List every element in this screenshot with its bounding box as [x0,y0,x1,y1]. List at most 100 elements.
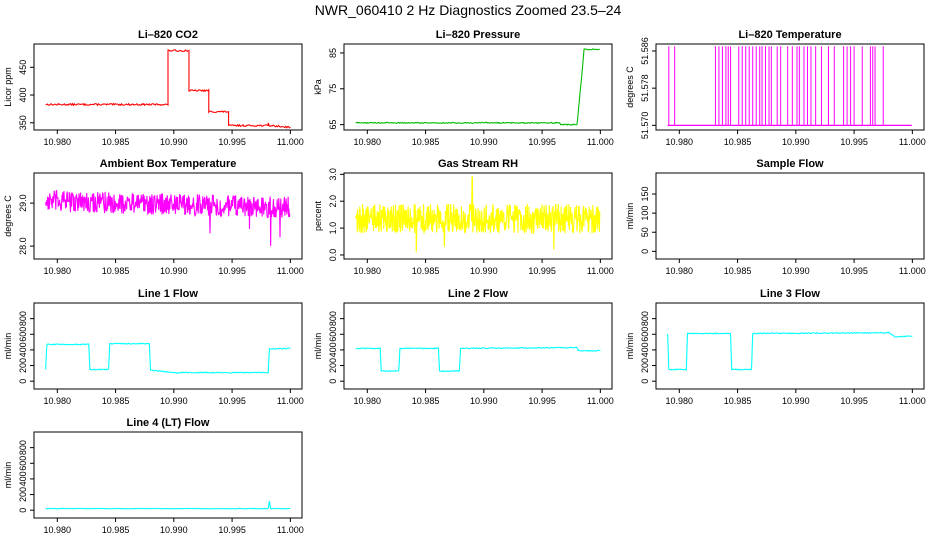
x-tick-label: 10.980 [666,396,694,406]
data-line [667,331,913,371]
x-tick-label: 10.980 [354,396,382,406]
x-tick-label: 10.995 [528,137,556,147]
x-tick-label: 10.990 [782,266,810,276]
x-tick-label: 10.985 [102,396,130,406]
plot-frame [33,172,303,260]
x-tick-label: 10.980 [44,396,72,406]
x-tick-label: 10.985 [102,137,130,147]
x-tick-label: 10.990 [160,137,188,147]
x-tick-label: 10.995 [840,396,868,406]
y-tick-label: 800 [328,311,338,326]
chart-line4: Line 4 (LT) Flow 10.980 10.985 10.990 10.995… [3,417,304,535]
y-axis-label: ml/min [625,203,635,230]
x-tick-label: 10.995 [218,266,246,276]
data-line [45,49,291,129]
y-tick-label: 200 [18,358,28,373]
plot-frame [343,43,613,131]
y-tick-label: 0 [18,508,28,513]
x-tick-label: 10.980 [44,266,72,276]
chart-title: Line 1 Flow [138,288,198,300]
x-tick-label: 11.000 [277,525,304,535]
x-tick-label: 11.000 [899,396,926,406]
y-axis-label: ml/min [625,333,635,360]
x-tick-label: 10.980 [354,266,382,276]
plot-frame [343,302,613,390]
x-tick-label: 10.980 [666,137,694,147]
y-axis-label: degrees C [3,195,13,237]
y-axis-label: percent [313,200,323,231]
y-tick-label: 0 [18,379,28,384]
chart-line3: Line 3 Flow 10.980 10.985 10.990 10.995 11.00… [625,288,926,406]
x-tick-label: 11.000 [277,266,304,276]
y-tick-label: 85 [328,48,338,58]
x-tick-label: 10.995 [218,525,246,535]
x-tick-label: 11.000 [587,137,614,147]
data-line [45,190,291,247]
plot-frame [33,431,303,519]
y-tick-label: 51.570 [640,112,650,140]
chart-pressure: Li–820 Pressure 10.980 10.985 10.990 10.995 1… [313,29,614,147]
y-tick-label: 400 [328,342,338,357]
x-tick-label: 10.990 [470,396,498,406]
y-tick-label: 350 [18,115,28,130]
x-tick-label: 10.995 [218,137,246,147]
x-tick-label: 10.990 [782,396,810,406]
chart-title: Li–820 Pressure [436,29,520,41]
x-tick-label: 10.980 [44,137,72,147]
y-tick-label: 400 [18,471,28,486]
chart-line1: Line 1 Flow 10.980 10.985 10.990 10.995 11.00… [3,288,304,406]
chart-co2: Li–820 CO2 10.980 10.985 10.990 10.995 11.000… [3,29,304,147]
chart-sample_flow: Sample Flow 10.980 10.985 10.990 10.995 11.00… [625,158,926,276]
y-tick-label: 51.586 [640,37,650,65]
plot-frame [655,302,925,390]
y-tick-label: 600 [328,327,338,342]
data-line [355,346,601,373]
x-tick-label: 11.000 [277,396,304,406]
y-tick-label: 400 [640,342,650,357]
y-tick-label: 0 [328,379,338,384]
x-tick-label: 10.985 [102,266,130,276]
x-tick-label: 10.995 [840,137,868,147]
y-tick-label: 51.578 [640,74,650,102]
y-axis-label: degrees C [625,66,635,108]
y-tick-label: 200 [328,358,338,373]
x-tick-label: 10.985 [412,137,440,147]
x-tick-label: 10.990 [160,266,188,276]
chart-temperature: Li–820 Temperature 10.980 10.985 10.990 10.9… [625,29,926,147]
x-tick-label: 11.000 [899,137,926,147]
x-tick-label: 10.990 [160,396,188,406]
x-tick-label: 10.990 [470,137,498,147]
chart-title: Line 3 Flow [760,288,820,300]
y-tick-label: 28.0 [18,237,28,255]
x-tick-label: 10.985 [724,137,752,147]
x-tick-label: 10.990 [782,137,810,147]
x-tick-label: 10.995 [218,396,246,406]
x-tick-label: 10.980 [44,525,72,535]
y-tick-label: 0 [640,249,650,254]
y-tick-label: 1.0 [328,222,338,235]
data-line [45,342,291,374]
x-tick-label: 10.980 [354,137,382,147]
y-tick-label: 200 [18,487,28,502]
chart-box_temp: Ambient Box Temperature 10.980 10.985 10.99… [3,158,304,276]
y-axis-label: ml/min [313,333,323,360]
x-tick-label: 10.995 [840,266,868,276]
data-line [355,48,600,126]
chart-title: Li–820 Temperature [738,29,841,41]
x-tick-label: 10.990 [160,525,188,535]
x-tick-label: 10.985 [412,266,440,276]
y-axis-label: kPa [313,79,323,95]
y-tick-label: 450 [18,60,28,75]
x-tick-label: 10.985 [724,266,752,276]
x-tick-label: 11.000 [587,396,614,406]
y-tick-label: 800 [640,311,650,326]
y-tick-label: 600 [18,456,28,471]
plot-frame [33,43,303,131]
x-tick-label: 11.000 [899,266,926,276]
chart-title: Ambient Box Temperature [100,158,237,170]
y-tick-label: 800 [18,440,28,455]
chart-title: Gas Stream RH [438,158,518,170]
plot-frame [33,302,303,390]
y-axis-label: ml/min [3,333,13,360]
